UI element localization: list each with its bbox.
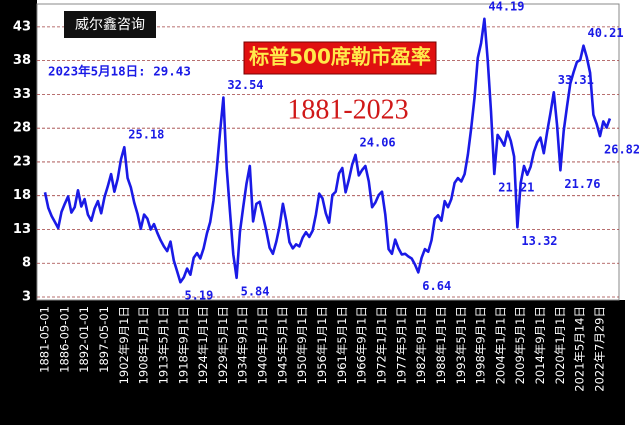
x-tick-label: 2021年5月14日 [573,306,587,392]
x-tick-label: 1902年9月1日 [117,306,131,384]
data-label: 5.19 [184,289,213,303]
x-tick-label: 1961年5月1日 [335,306,349,384]
data-label: 24.06 [360,135,396,149]
x-tick-label: 1945年5月1日 [275,306,289,384]
x-tick-label: 1977年5月1日 [394,306,408,384]
x-tick-label: 2009年5月1日 [513,306,527,384]
y-tick-label: 23 [13,154,31,169]
x-tick-label: 2014年9月1日 [533,306,547,384]
data-label: 26.82 [604,143,639,157]
x-tick-label: 1929年5月1日 [216,306,230,384]
chart-title: 标普500席勒市盈率 [249,45,431,69]
title-box [243,41,437,75]
x-tick-label: 1940年1月1日 [256,306,270,384]
y-tick-label: 13 [13,222,31,237]
y-tick-label: 43 [13,19,31,34]
data-label: 33.31 [558,73,594,87]
x-tick-label: 1918年9月1日 [176,306,190,384]
x-tick-label: 1881-05-01 [38,306,52,373]
y-tick-label: 28 [13,121,31,136]
data-label: 25.18 [128,128,164,142]
x-tick-label: 1993年5月1日 [454,306,468,384]
data-label: 5.84 [241,284,270,298]
data-label: 6.64 [422,279,451,293]
x-tick-label: 1924年1月1日 [196,306,210,384]
data-label: 32.54 [227,78,263,92]
annotation: 2023年5月18日: 29.43 [48,64,191,79]
x-tick-label: 1892-01-01 [77,306,91,373]
y-tick-label: 33 [13,87,31,102]
x-tick-label: 1966年9月1日 [355,306,369,384]
y-tick-label: 18 [13,188,31,203]
x-tick-label: 2004年1月1日 [493,306,507,384]
x-tick-label: 1913年5月1日 [156,306,170,384]
y-tick-label: 38 [13,53,31,68]
x-tick-label: 1956年1月1日 [315,306,329,384]
x-tick-label: 1988年1月1日 [434,306,448,384]
x-tick-label: 1972年1月1日 [374,306,388,384]
x-tick-label: 1908年1月1日 [137,306,151,384]
chart-subtitle: 1881-2023 [287,94,408,125]
x-tick-label: 2020年1月1日 [553,306,567,384]
data-label: 44.19 [488,0,524,13]
x-tick-label: 1934年9月1日 [236,306,250,384]
x-tick-label: 1998年9月1日 [474,306,488,384]
data-label: 13.32 [521,234,557,248]
source: 威尔鑫咨询 [75,16,145,33]
data-label: 21.21 [498,181,534,195]
x-tick-label: 1982年9月1日 [414,306,428,384]
x-tick-label: 1897-05-01 [97,306,111,373]
y-tick-label: 3 [22,290,31,305]
x-axis-band [0,300,625,425]
x-tick-label: 2022年7月29日 [593,306,607,392]
x-tick-label: 1950年9月1日 [295,306,309,384]
source-box [64,11,156,38]
x-tick-label: 1886-09-01 [57,306,71,373]
data-label: 21.76 [564,177,600,191]
data-label: 40.21 [587,26,623,40]
line [43,17,612,284]
y-tick-label: 8 [22,256,31,271]
